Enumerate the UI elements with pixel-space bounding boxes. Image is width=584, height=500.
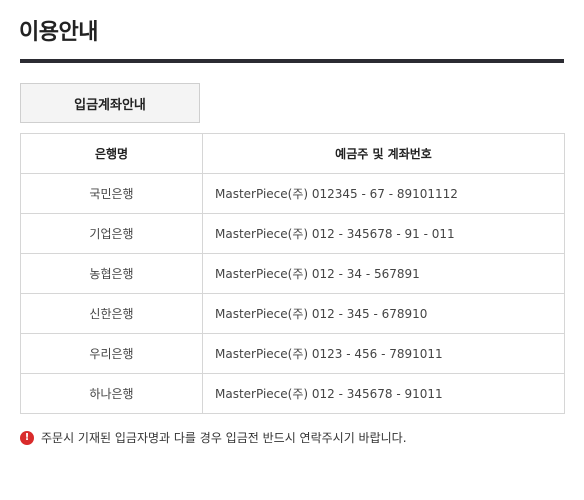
table-row: 국민은행 MasterPiece(주) 012345 - 67 - 891011… [20,173,565,214]
table-header-row: 은행명 예금주 및 계좌번호 [20,133,565,174]
deposit-notice: ! 주문시 기재된 입금자명과 다를 경우 입금전 반드시 연락주시기 바랍니다… [20,429,407,446]
deposit-account-table: 은행명 예금주 및 계좌번호 국민은행 MasterPiece(주) 01234… [20,133,565,414]
title-divider [20,59,564,63]
table-row: 하나은행 MasterPiece(주) 012 - 345678 - 91011 [20,373,565,414]
account-number: MasterPiece(주) 012 - 345678 - 91 - 011 [202,213,565,254]
table-row: 신한은행 MasterPiece(주) 012 - 345 - 678910 [20,293,565,334]
alert-icon: ! [20,430,34,445]
account-number: MasterPiece(주) 012 - 34 - 567891 [202,253,565,294]
account-number: MasterPiece(주) 012345 - 67 - 89101112 [202,173,565,214]
bank-name: 기업은행 [20,213,203,254]
header-account-holder-number: 예금주 및 계좌번호 [202,133,565,174]
bank-name: 신한은행 [20,293,203,334]
table-row: 우리은행 MasterPiece(주) 0123 - 456 - 7891011 [20,333,565,374]
account-number: MasterPiece(주) 0123 - 456 - 7891011 [202,333,565,374]
table-row: 농협은행 MasterPiece(주) 012 - 34 - 567891 [20,253,565,294]
bank-name: 농협은행 [20,253,203,294]
account-number: MasterPiece(주) 012 - 345 - 678910 [202,293,565,334]
notice-text: 주문시 기재된 입금자명과 다를 경우 입금전 반드시 연락주시기 바랍니다. [41,431,407,445]
header-bank-name: 은행명 [20,133,203,174]
bank-name: 하나은행 [20,373,203,414]
account-number: MasterPiece(주) 012 - 345678 - 91011 [202,373,565,414]
bank-name: 국민은행 [20,173,203,214]
bank-name: 우리은행 [20,333,203,374]
table-row: 기업은행 MasterPiece(주) 012 - 345678 - 91 - … [20,213,565,254]
page-title: 이용안내 [19,20,98,45]
tab-deposit-account-info[interactable]: 입금계좌안내 [20,83,200,123]
